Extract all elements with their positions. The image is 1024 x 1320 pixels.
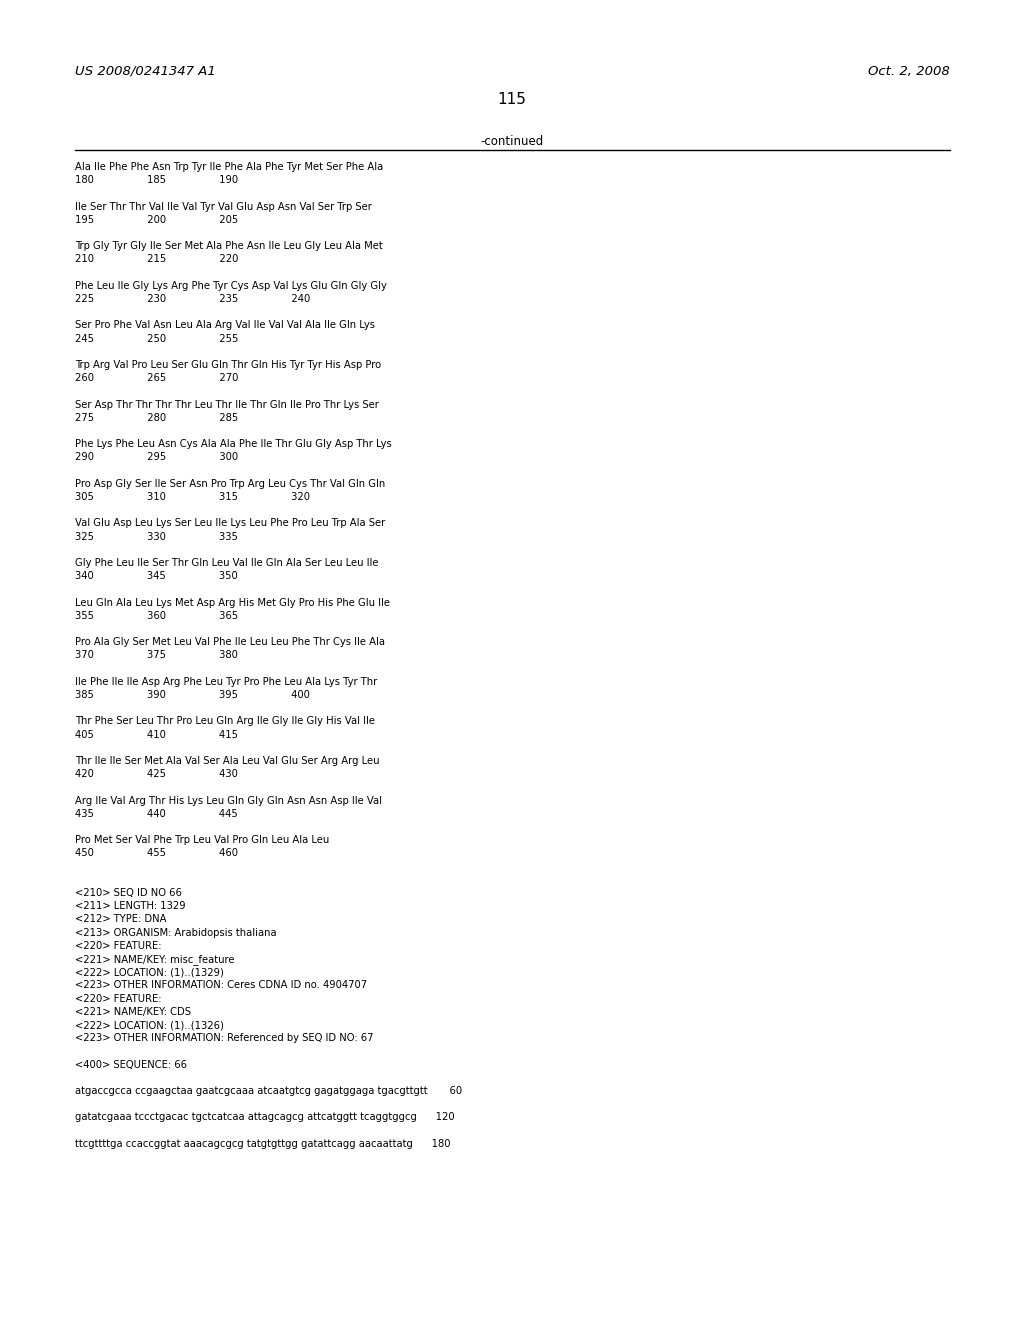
Text: <400> SEQUENCE: 66: <400> SEQUENCE: 66	[75, 1060, 187, 1069]
Text: US 2008/0241347 A1: US 2008/0241347 A1	[75, 65, 216, 78]
Text: ttcgttttga ccaccggtat aaacagcgcg tatgtgttgg gatattcagg aacaattatg      180: ttcgttttga ccaccggtat aaacagcgcg tatgtgt…	[75, 1139, 451, 1148]
Text: <221> NAME/KEY: misc_feature: <221> NAME/KEY: misc_feature	[75, 954, 234, 965]
Text: 405                 410                 415: 405 410 415	[75, 730, 238, 739]
Text: Pro Asp Gly Ser Ile Ser Asn Pro Trp Arg Leu Cys Thr Val Gln Gln: Pro Asp Gly Ser Ile Ser Asn Pro Trp Arg …	[75, 479, 385, 488]
Text: Trp Gly Tyr Gly Ile Ser Met Ala Phe Asn Ile Leu Gly Leu Ala Met: Trp Gly Tyr Gly Ile Ser Met Ala Phe Asn …	[75, 242, 383, 251]
Text: 435                 440                 445: 435 440 445	[75, 809, 238, 818]
Text: Thr Phe Ser Leu Thr Pro Leu Gln Arg Ile Gly Ile Gly His Val Ile: Thr Phe Ser Leu Thr Pro Leu Gln Arg Ile …	[75, 717, 375, 726]
Text: -continued: -continued	[480, 135, 544, 148]
Text: Val Glu Asp Leu Lys Ser Leu Ile Lys Leu Phe Pro Leu Trp Ala Ser: Val Glu Asp Leu Lys Ser Leu Ile Lys Leu …	[75, 519, 385, 528]
Text: Leu Gln Ala Leu Lys Met Asp Arg His Met Gly Pro His Phe Glu Ile: Leu Gln Ala Leu Lys Met Asp Arg His Met …	[75, 598, 390, 607]
Text: <210> SEQ ID NO 66: <210> SEQ ID NO 66	[75, 888, 182, 898]
Text: <220> FEATURE:: <220> FEATURE:	[75, 994, 162, 1003]
Text: 420                 425                 430: 420 425 430	[75, 770, 238, 779]
Text: Arg Ile Val Arg Thr His Lys Leu Gln Gly Gln Asn Asn Asp Ile Val: Arg Ile Val Arg Thr His Lys Leu Gln Gly …	[75, 796, 382, 805]
Text: 325                 330                 335: 325 330 335	[75, 532, 238, 541]
Text: 450                 455                 460: 450 455 460	[75, 849, 238, 858]
Text: <220> FEATURE:: <220> FEATURE:	[75, 941, 162, 950]
Text: <213> ORGANISM: Arabidopsis thaliana: <213> ORGANISM: Arabidopsis thaliana	[75, 928, 276, 937]
Text: <223> OTHER INFORMATION: Referenced by SEQ ID NO: 67: <223> OTHER INFORMATION: Referenced by S…	[75, 1034, 374, 1043]
Text: <212> TYPE: DNA: <212> TYPE: DNA	[75, 915, 167, 924]
Text: 260                 265                 270: 260 265 270	[75, 374, 239, 383]
Text: Ser Asp Thr Thr Thr Thr Leu Thr Ile Thr Gln Ile Pro Thr Lys Ser: Ser Asp Thr Thr Thr Thr Leu Thr Ile Thr …	[75, 400, 379, 409]
Text: 275                 280                 285: 275 280 285	[75, 413, 239, 422]
Text: 340                 345                 350: 340 345 350	[75, 572, 238, 581]
Text: 385                 390                 395                 400: 385 390 395 400	[75, 690, 310, 700]
Text: Ala Ile Phe Phe Asn Trp Tyr Ile Phe Ala Phe Tyr Met Ser Phe Ala: Ala Ile Phe Phe Asn Trp Tyr Ile Phe Ala …	[75, 162, 383, 172]
Text: Ile Phe Ile Ile Asp Arg Phe Leu Tyr Pro Phe Leu Ala Lys Tyr Thr: Ile Phe Ile Ile Asp Arg Phe Leu Tyr Pro …	[75, 677, 377, 686]
Text: Gly Phe Leu Ile Ser Thr Gln Leu Val Ile Gln Ala Ser Leu Leu Ile: Gly Phe Leu Ile Ser Thr Gln Leu Val Ile …	[75, 558, 379, 568]
Text: Trp Arg Val Pro Leu Ser Glu Gln Thr Gln His Tyr Tyr His Asp Pro: Trp Arg Val Pro Leu Ser Glu Gln Thr Gln …	[75, 360, 381, 370]
Text: <223> OTHER INFORMATION: Ceres CDNA ID no. 4904707: <223> OTHER INFORMATION: Ceres CDNA ID n…	[75, 981, 368, 990]
Text: 355                 360                 365: 355 360 365	[75, 611, 239, 620]
Text: gatatcgaaa tccctgacac tgctcatcaa attagcagcg attcatggtt tcaggtggcg      120: gatatcgaaa tccctgacac tgctcatcaa attagca…	[75, 1113, 455, 1122]
Text: Thr Ile Ile Ser Met Ala Val Ser Ala Leu Val Glu Ser Arg Arg Leu: Thr Ile Ile Ser Met Ala Val Ser Ala Leu …	[75, 756, 380, 766]
Text: <221> NAME/KEY: CDS: <221> NAME/KEY: CDS	[75, 1007, 191, 1016]
Text: atgaccgcca ccgaagctaa gaatcgcaaa atcaatgtcg gagatggaga tgacgttgtt       60: atgaccgcca ccgaagctaa gaatcgcaaa atcaatg…	[75, 1086, 462, 1096]
Text: <222> LOCATION: (1)..(1329): <222> LOCATION: (1)..(1329)	[75, 968, 224, 977]
Text: Ser Pro Phe Val Asn Leu Ala Arg Val Ile Val Val Ala Ile Gln Lys: Ser Pro Phe Val Asn Leu Ala Arg Val Ile …	[75, 321, 375, 330]
Text: Oct. 2, 2008: Oct. 2, 2008	[868, 65, 950, 78]
Text: <222> LOCATION: (1)..(1326): <222> LOCATION: (1)..(1326)	[75, 1020, 224, 1030]
Text: <211> LENGTH: 1329: <211> LENGTH: 1329	[75, 902, 185, 911]
Text: Phe Leu Ile Gly Lys Arg Phe Tyr Cys Asp Val Lys Glu Gln Gly Gly: Phe Leu Ile Gly Lys Arg Phe Tyr Cys Asp …	[75, 281, 387, 290]
Text: Pro Met Ser Val Phe Trp Leu Val Pro Gln Leu Ala Leu: Pro Met Ser Val Phe Trp Leu Val Pro Gln …	[75, 836, 330, 845]
Text: 225                 230                 235                 240: 225 230 235 240	[75, 294, 310, 304]
Text: 115: 115	[498, 92, 526, 107]
Text: 180                 185                 190: 180 185 190	[75, 176, 239, 185]
Text: 245                 250                 255: 245 250 255	[75, 334, 239, 343]
Text: Pro Ala Gly Ser Met Leu Val Phe Ile Leu Leu Phe Thr Cys Ile Ala: Pro Ala Gly Ser Met Leu Val Phe Ile Leu …	[75, 638, 385, 647]
Text: Ile Ser Thr Thr Val Ile Val Tyr Val Glu Asp Asn Val Ser Trp Ser: Ile Ser Thr Thr Val Ile Val Tyr Val Glu …	[75, 202, 372, 211]
Text: 305                 310                 315                 320: 305 310 315 320	[75, 492, 310, 502]
Text: 210                 215                 220: 210 215 220	[75, 255, 239, 264]
Text: 195                 200                 205: 195 200 205	[75, 215, 239, 224]
Text: Phe Lys Phe Leu Asn Cys Ala Ala Phe Ile Thr Glu Gly Asp Thr Lys: Phe Lys Phe Leu Asn Cys Ala Ala Phe Ile …	[75, 440, 392, 449]
Text: 370                 375                 380: 370 375 380	[75, 651, 238, 660]
Text: 290                 295                 300: 290 295 300	[75, 453, 239, 462]
